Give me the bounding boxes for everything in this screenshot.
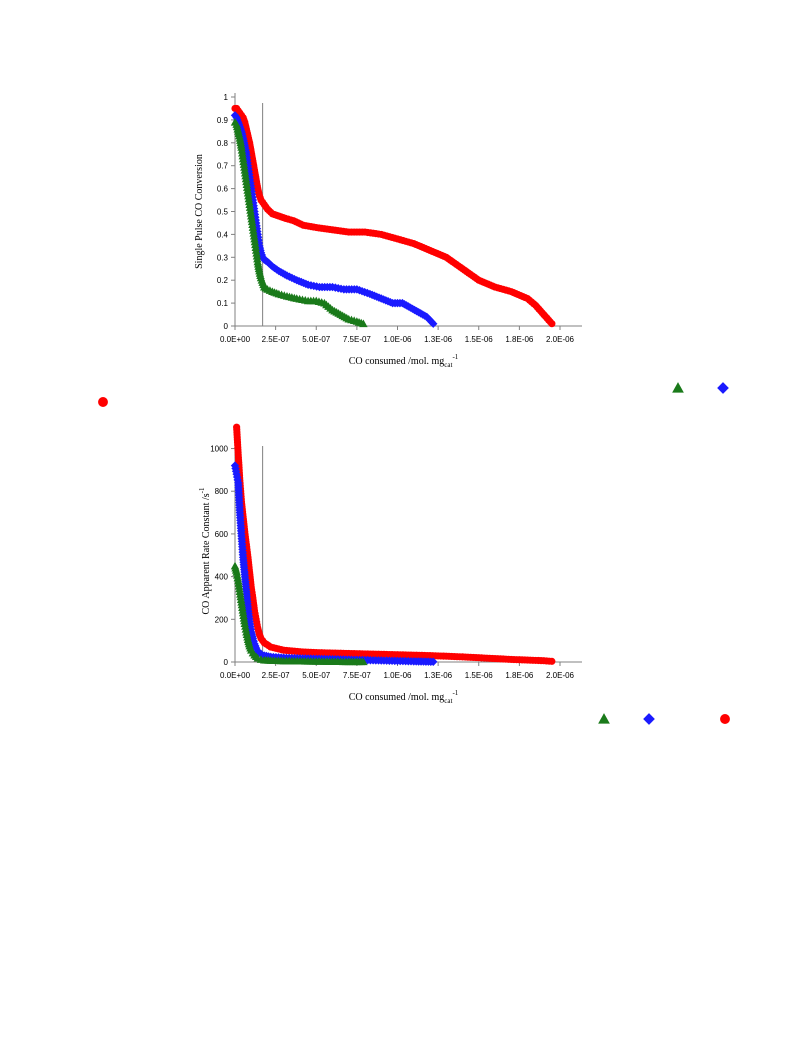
data-point <box>359 319 368 328</box>
y-tick-label: 600 <box>215 530 229 539</box>
x-tick-label: 0.0E+00 <box>220 335 251 344</box>
legend-marker-circle <box>98 397 108 407</box>
y-tick-label: 0.7 <box>217 162 229 171</box>
y-tick-label: 0.6 <box>217 185 229 194</box>
legend-marker-diamond <box>643 713 655 725</box>
series-diamond <box>230 461 438 667</box>
x-tick-label: 7.5E-07 <box>343 335 372 344</box>
x-axis-title-sup: -1 <box>452 353 458 361</box>
y-tick-label: 800 <box>215 487 229 496</box>
conversion-chart-legend <box>98 382 729 407</box>
series-circle <box>233 423 556 665</box>
x-tick-label: 1.8E-06 <box>505 335 534 344</box>
y-axis-title-main: Single Pulse CO Conversion <box>194 154 205 269</box>
rate-constant-chart-legend <box>598 713 730 725</box>
y-tick-label: 0.2 <box>217 276 229 285</box>
y-tick-label: 0 <box>224 658 229 667</box>
x-axis-title-sup: -1 <box>452 689 458 697</box>
conversion-chart: 0.0E+00 2.5E-07 5.0E-07 7.5E-07 1.0E-06 1.3E-… <box>194 93 582 369</box>
x-tick-label: 5.0E-07 <box>302 671 331 680</box>
data-point <box>548 657 556 665</box>
data-point <box>548 320 556 328</box>
y-tick-label: 0 <box>224 322 229 331</box>
y-tick-label: 0.4 <box>217 230 229 239</box>
y-tick-label: 0.1 <box>217 299 229 308</box>
data-point <box>429 657 438 667</box>
x-tick-label: 0.0E+00 <box>220 671 251 680</box>
y-tick-label: 0.9 <box>217 116 229 125</box>
x-tick-label: 7.5E-07 <box>343 671 372 680</box>
y-axis-title-sup: -1 <box>198 487 206 493</box>
x-tick-label: 1.0E-06 <box>383 335 412 344</box>
data-point <box>429 319 438 328</box>
x-axis-title-main: CO consumed /mol. mg <box>349 356 445 367</box>
rate-constant-chart: 0.0E+00 2.5E-07 5.0E-07 7.5E-07 1.0E-06 1.3E-… <box>198 423 582 705</box>
x-axis-title: CO consumed /mol. mgcat-1 <box>349 689 459 705</box>
legend-marker-triangle <box>672 382 684 393</box>
x-tick-label: 2.5E-07 <box>262 335 291 344</box>
x-tick-label: 2.0E-06 <box>546 335 575 344</box>
y-tick-label: 0.8 <box>217 139 229 148</box>
legend-marker-triangle <box>598 713 610 724</box>
x-tick-label: 1.5E-06 <box>465 671 494 680</box>
series-triangle <box>230 561 368 666</box>
y-tick-label: 1000 <box>210 445 228 454</box>
y-tick-label: 1 <box>224 93 229 102</box>
series-diamond <box>230 111 438 328</box>
legend-marker-diamond <box>717 382 729 394</box>
y-axis-title: CO Apparent Rate Constant /s-1 <box>198 487 212 614</box>
x-tick-label: 1.3E-06 <box>424 335 453 344</box>
legend-marker-circle <box>720 714 730 724</box>
y-tick-label: 0.5 <box>217 208 229 217</box>
x-tick-label: 1.5E-06 <box>465 335 494 344</box>
x-tick-label: 5.0E-07 <box>302 335 331 344</box>
x-axis-title: CO consumed /mol. mgcat-1 <box>349 353 459 369</box>
series-triangle <box>230 117 368 328</box>
x-tick-label: 1.3E-06 <box>424 671 453 680</box>
x-axis-title-sub: cat <box>444 361 452 369</box>
x-tick-label: 1.8E-06 <box>505 671 534 680</box>
y-axis-title-main: CO Apparent Rate Constant /s <box>201 493 212 614</box>
series-circle <box>231 104 556 328</box>
y-axis-title: Single Pulse CO Conversion <box>194 154 205 269</box>
x-tick-label: 2.5E-07 <box>262 671 291 680</box>
y-tick-label: 200 <box>215 615 229 624</box>
x-tick-label: 2.0E-06 <box>546 671 575 680</box>
y-tick-label: 400 <box>215 573 229 582</box>
x-axis-title-main: CO consumed /mol. mg <box>349 692 445 703</box>
y-tick-label: 0.3 <box>217 253 229 262</box>
x-tick-label: 1.0E-06 <box>383 671 412 680</box>
x-axis-title-sub: cat <box>444 697 452 705</box>
data-point <box>359 657 368 666</box>
